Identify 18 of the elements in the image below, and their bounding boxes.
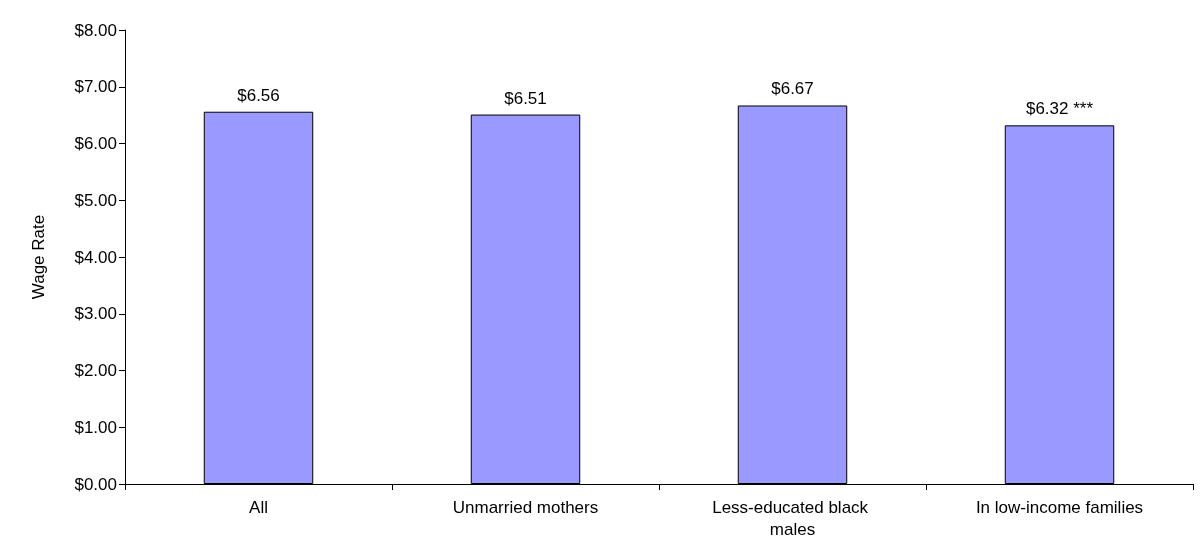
y-tick-label: $7.00	[74, 77, 117, 97]
data-label: $6.51	[504, 88, 547, 108]
y-tick-label: $1.00	[74, 417, 117, 437]
x-tick-label: All	[249, 497, 268, 517]
y-tick-label: $6.00	[74, 134, 117, 153]
y-tick-label: $4.00	[74, 247, 117, 267]
y-tick-label: $2.00	[74, 361, 117, 380]
x-tick-label: In low-income families	[975, 497, 1144, 517]
data-label: $6.32 ***	[1025, 99, 1094, 119]
y-tick-label: $0.00	[74, 474, 117, 494]
y-tick-label: $3.00	[74, 304, 117, 324]
x-tick-label: Unmarried mothers	[452, 497, 599, 517]
x-tick-label: Less-educated black males	[712, 497, 873, 539]
data-label: $6.67	[771, 79, 814, 99]
y-tick-label: $8.00	[74, 20, 117, 40]
data-label: $6.56	[237, 85, 280, 105]
y-axis-title: Wage Rate	[29, 214, 48, 300]
y-tick-label: $5.00	[74, 190, 117, 210]
